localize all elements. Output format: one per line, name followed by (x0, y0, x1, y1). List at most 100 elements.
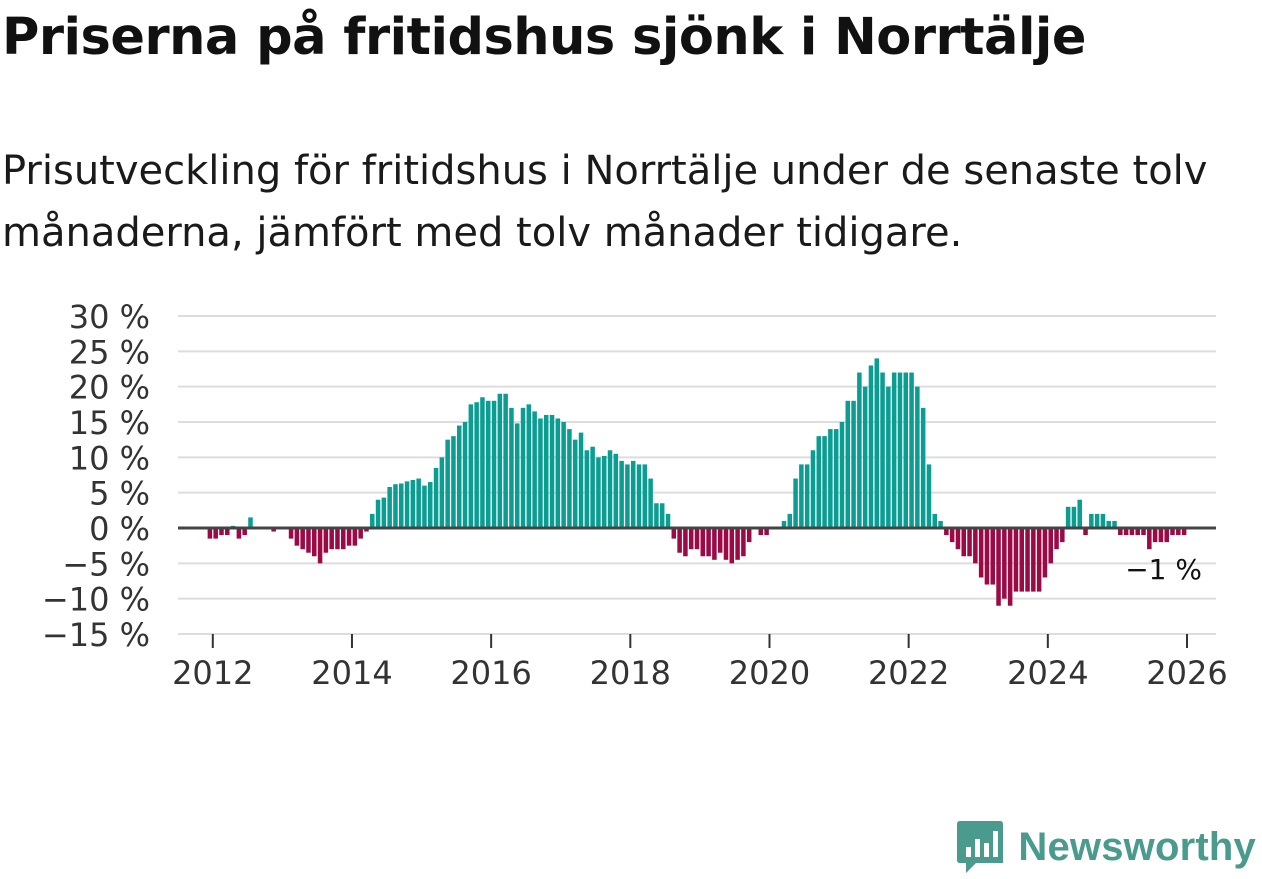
bar (1083, 528, 1088, 536)
bar (804, 464, 810, 528)
bar (984, 528, 990, 585)
labels: 30 %25 %20 %15 %10 %5 %0 %−5 %−10 %−15 %… (42, 298, 1228, 692)
bar (584, 450, 590, 528)
bar (352, 528, 358, 546)
bar (549, 414, 555, 528)
y-tick-label: −5 % (62, 545, 150, 583)
bar (967, 528, 972, 557)
bar (1071, 506, 1077, 528)
bar (219, 528, 224, 536)
newsworthy-logo-icon (957, 821, 1004, 873)
bar (1002, 528, 1007, 599)
bar (468, 404, 474, 528)
bar (862, 386, 868, 528)
bar (897, 372, 903, 528)
bar (944, 528, 949, 536)
bar (514, 423, 520, 528)
bar (741, 528, 746, 557)
bar (312, 528, 317, 557)
bar (1100, 513, 1106, 528)
bar (526, 404, 532, 528)
grid-lines (178, 315, 1216, 635)
bar (793, 478, 798, 528)
bar (799, 464, 804, 528)
bar (625, 464, 630, 528)
bar (509, 407, 514, 528)
bar (1123, 528, 1129, 536)
bar (1176, 528, 1181, 536)
bar (1141, 528, 1146, 536)
bar (497, 393, 503, 528)
bar (451, 436, 456, 528)
bar (990, 528, 996, 585)
bar (1042, 528, 1048, 578)
bar (949, 528, 955, 543)
bar (491, 400, 497, 528)
axes (178, 526, 1216, 648)
bar (642, 464, 648, 528)
bar (370, 513, 375, 528)
bar (329, 528, 334, 550)
bar (1147, 528, 1152, 550)
bar (1019, 528, 1024, 592)
bar (828, 429, 833, 528)
bar (787, 513, 793, 528)
x-tick-label: 2014 (311, 654, 392, 692)
bar (236, 528, 242, 539)
bar (1089, 513, 1094, 528)
bar (712, 528, 717, 560)
bar (671, 528, 677, 539)
bar (1118, 528, 1123, 536)
bar (242, 528, 247, 536)
bar (590, 446, 595, 528)
bar (480, 397, 485, 528)
bar (706, 528, 711, 557)
bar (665, 513, 671, 528)
bar (816, 436, 822, 528)
bar (601, 455, 607, 528)
bar (416, 478, 421, 528)
bar (886, 386, 891, 528)
bar (932, 513, 938, 528)
bar (294, 528, 300, 546)
bar (404, 481, 410, 528)
bar (1054, 528, 1059, 550)
bar (839, 422, 845, 528)
bar (955, 528, 961, 550)
bar (868, 365, 874, 528)
bar (758, 528, 764, 536)
y-tick-label: 15 % (69, 404, 150, 442)
bar (538, 418, 543, 528)
bar (677, 528, 682, 553)
bar (683, 528, 688, 557)
bar (874, 358, 880, 528)
bar (746, 528, 752, 543)
bar (1065, 506, 1071, 528)
bar (1181, 528, 1187, 536)
bar (764, 528, 769, 536)
bar (543, 414, 549, 528)
bar (1013, 528, 1019, 592)
x-tick-label: 2012 (172, 654, 253, 692)
newsworthy-logo: Newsworthy (956, 819, 1256, 875)
bar (1094, 513, 1100, 528)
y-tick-label: −15 % (42, 616, 150, 654)
newsworthy-logo-text: Newsworthy (1018, 824, 1256, 869)
bar (630, 460, 636, 528)
y-tick-label: 0 % (89, 510, 150, 548)
bar (973, 528, 978, 564)
bar (288, 528, 294, 539)
x-tick-label: 2018 (590, 654, 671, 692)
bar (1031, 528, 1036, 592)
bar (213, 528, 218, 539)
bar (555, 418, 561, 528)
y-tick-label: 5 % (89, 475, 150, 513)
bar (619, 460, 624, 528)
bar (532, 411, 537, 528)
bar (978, 528, 984, 578)
bar (567, 429, 572, 528)
bar (317, 528, 323, 564)
bar (248, 517, 253, 528)
bar (996, 528, 1001, 606)
bar (207, 528, 213, 539)
